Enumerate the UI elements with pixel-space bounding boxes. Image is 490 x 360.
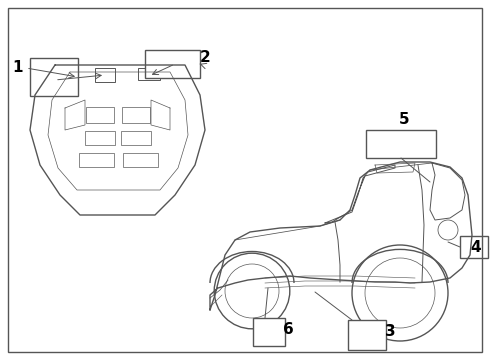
Bar: [86, 107, 114, 123]
Text: 4: 4: [471, 240, 481, 256]
Bar: [121, 131, 151, 145]
Bar: [366, 130, 436, 158]
Bar: [122, 107, 150, 123]
Text: 5: 5: [399, 112, 409, 127]
Bar: [95, 68, 115, 82]
Bar: [30, 58, 78, 96]
Text: 6: 6: [283, 323, 294, 338]
Bar: [145, 50, 200, 78]
Text: 1: 1: [13, 60, 23, 76]
Bar: [122, 153, 157, 167]
Bar: [85, 131, 115, 145]
Text: 2: 2: [199, 50, 210, 66]
Text: 3: 3: [385, 324, 395, 339]
Bar: [78, 153, 114, 167]
Bar: [460, 236, 488, 258]
Bar: [348, 320, 386, 350]
Bar: [253, 318, 285, 346]
Bar: [138, 68, 160, 80]
